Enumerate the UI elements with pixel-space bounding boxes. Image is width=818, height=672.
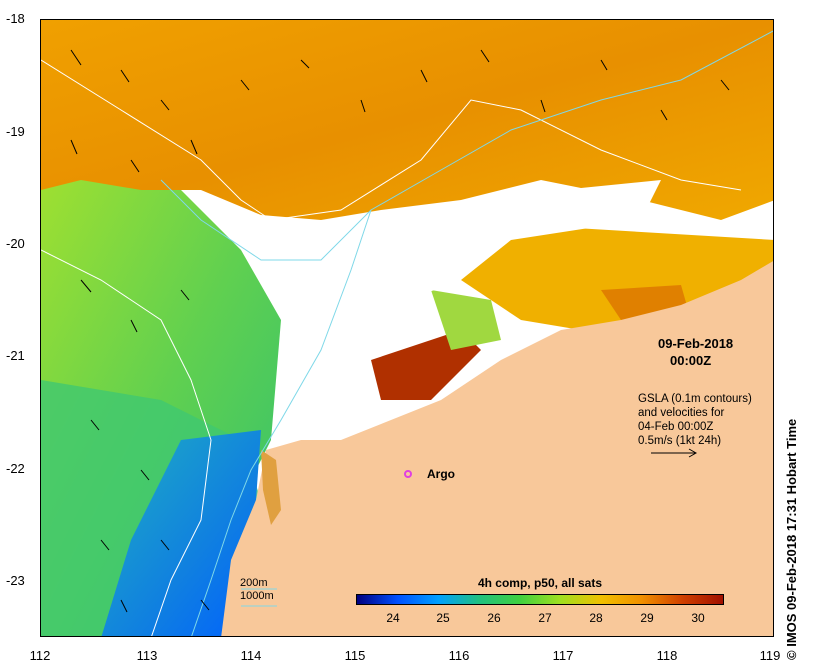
sst-mid-patch bbox=[431, 290, 501, 350]
contour-1000m bbox=[41, 59, 742, 221]
contour-legend: 200m 1000m bbox=[240, 577, 274, 603]
y-tick: -22 bbox=[6, 461, 25, 476]
colorbar-tick: 29 bbox=[640, 611, 654, 625]
gsla-line: 04-Feb 00:00Z bbox=[638, 421, 714, 433]
colorbar-tick: 28 bbox=[589, 611, 603, 625]
velocity-scale-arrow bbox=[651, 448, 698, 458]
sst-map-canvas bbox=[41, 20, 773, 636]
credit-label: © IMOS 09-Feb-2018 17:31 Hobart Time bbox=[784, 419, 799, 660]
y-tick: -20 bbox=[6, 236, 25, 251]
colorbar-tick: 24 bbox=[386, 611, 400, 625]
map-date-title: 09-Feb-2018 00:00Z bbox=[658, 335, 733, 369]
argo-marker bbox=[404, 470, 412, 478]
x-tick: 117 bbox=[552, 648, 574, 663]
y-tick: -18 bbox=[6, 11, 25, 26]
velocity-arrows bbox=[70, 49, 730, 613]
gsla-line: and velocities for bbox=[638, 407, 725, 419]
sst-warm-region bbox=[41, 20, 773, 220]
colorbar bbox=[356, 594, 724, 605]
x-tick: 116 bbox=[448, 648, 470, 663]
y-tick: -21 bbox=[6, 348, 25, 363]
x-tick: 112 bbox=[29, 648, 51, 663]
x-tick: 113 bbox=[136, 648, 158, 663]
contour-1000m-west bbox=[41, 249, 212, 636]
gsla-line: GSLA (0.1m contours) bbox=[638, 393, 752, 405]
contour-200m-south bbox=[191, 209, 372, 636]
y-tick: -23 bbox=[6, 573, 25, 588]
gsla-line: 0.5m/s (1kt 24h) bbox=[638, 435, 722, 447]
x-tick: 115 bbox=[344, 648, 366, 663]
colorbar-tick: 26 bbox=[487, 611, 501, 625]
legend-1000m-label: 1000m bbox=[240, 590, 274, 602]
contour-200m bbox=[160, 30, 773, 261]
land-mass bbox=[221, 261, 773, 636]
legend-200m-label: 200m bbox=[240, 577, 268, 589]
title-time: 00:00Z bbox=[670, 353, 712, 368]
y-tick: -19 bbox=[6, 124, 25, 139]
credit-text: IMOS 09-Feb-2018 17:31 Hobart Time bbox=[784, 418, 799, 647]
sst-map bbox=[40, 19, 774, 637]
x-tick: 119 bbox=[759, 648, 781, 663]
copyright-symbol: © bbox=[784, 650, 799, 660]
colorbar-title: 4h comp, p50, all sats bbox=[477, 576, 603, 590]
argo-label: Argo bbox=[427, 467, 455, 481]
colorbar-tick: 25 bbox=[436, 611, 450, 625]
colorbar-tick: 27 bbox=[538, 611, 552, 625]
peninsula-sst bbox=[261, 450, 281, 525]
gsla-note: GSLA (0.1m contours) and velocities for … bbox=[638, 392, 752, 448]
x-tick: 114 bbox=[240, 648, 262, 663]
colorbar-tick: 30 bbox=[691, 611, 705, 625]
sst-blue-region bbox=[101, 430, 261, 636]
title-date: 09-Feb-2018 bbox=[658, 336, 734, 351]
x-tick: 118 bbox=[656, 648, 678, 663]
cloud-interior bbox=[271, 180, 661, 440]
